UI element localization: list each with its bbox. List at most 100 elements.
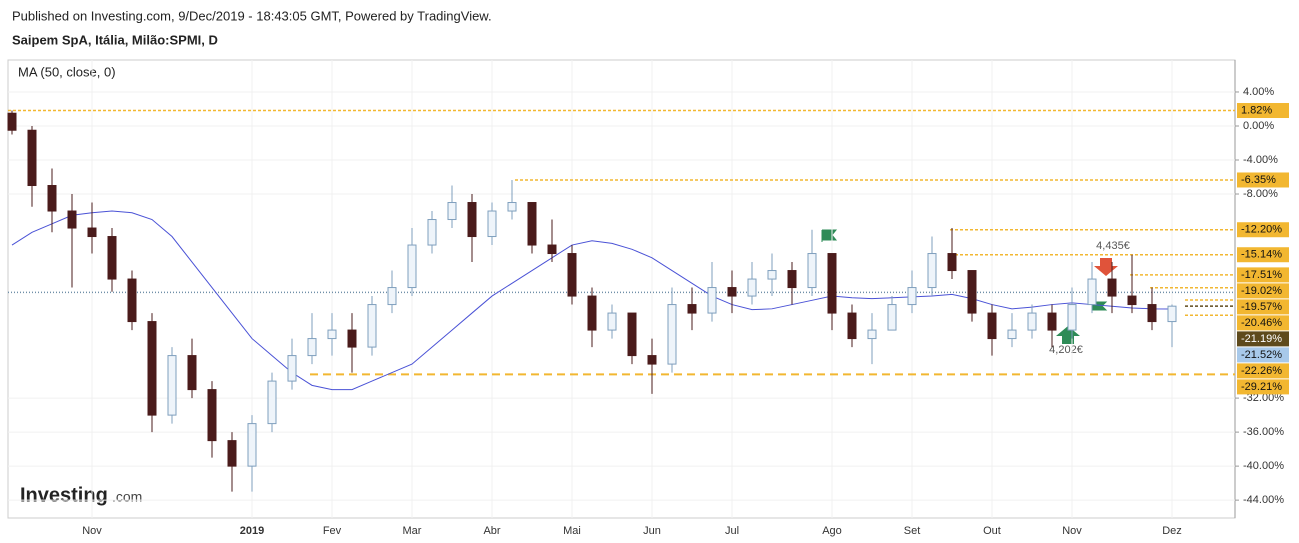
candle-body — [547, 244, 557, 255]
level-label-box — [1237, 331, 1289, 347]
y-tick-label: -32.00% — [1243, 392, 1284, 404]
candle-body — [247, 423, 257, 467]
candle-body — [147, 321, 157, 416]
x-tick-label: Set — [904, 525, 921, 537]
level-label-box — [1237, 283, 1289, 299]
x-tick-label: Out — [983, 525, 1001, 537]
candle-body — [527, 202, 537, 246]
x-tick-label: Abr — [483, 525, 500, 537]
x-tick-label: Mai — [563, 525, 581, 537]
chart-title: Saipem SpA, Itália, Milão:SPMI, D — [12, 32, 218, 47]
candle-body — [27, 129, 37, 187]
level-label-box — [1237, 347, 1289, 363]
level-label: -6.35% — [1241, 174, 1276, 186]
y-tick-label: 0.00% — [1243, 120, 1274, 132]
x-tick-label: Jul — [725, 525, 739, 537]
candle-body — [127, 278, 137, 323]
candle-body — [1107, 278, 1117, 297]
x-tick-label: Jun — [643, 525, 661, 537]
level-label: -19.02% — [1241, 285, 1282, 297]
level-label-box — [1237, 172, 1289, 188]
candle-body — [107, 236, 117, 280]
plot-frame — [7, 59, 1236, 519]
x-tick-label: Dez — [1162, 525, 1182, 537]
brand-suffix: .com — [112, 489, 142, 505]
level-label-box — [1237, 315, 1289, 331]
candle-body — [827, 253, 837, 314]
level-label: -21.52% — [1241, 349, 1282, 361]
level-label-box — [1237, 363, 1289, 379]
candle-body — [567, 253, 577, 297]
x-tick-label: 2019 — [240, 525, 264, 537]
level-label-box — [1237, 267, 1289, 283]
logo: Investing .com — [20, 484, 142, 506]
grid — [8, 60, 1235, 518]
candle-body — [167, 355, 177, 416]
candle-body — [1147, 304, 1157, 323]
candle-body — [327, 329, 337, 340]
level-label: -12.20% — [1241, 224, 1282, 236]
x-tick-label: Nov — [1062, 525, 1082, 537]
candle-body — [807, 253, 817, 289]
candle-body — [1167, 305, 1177, 323]
level-label-box — [1237, 379, 1289, 395]
candle-body — [707, 287, 717, 314]
candle-body — [1007, 329, 1017, 340]
candle-body — [67, 210, 77, 229]
x-tick-label: Fev — [323, 525, 342, 537]
candle-body — [7, 112, 17, 131]
candle-body — [1027, 312, 1037, 331]
y-tick-label: -8.00% — [1243, 188, 1278, 200]
candle-body — [947, 253, 957, 272]
level-label: -17.51% — [1241, 269, 1282, 281]
brand: Investing — [20, 484, 108, 506]
candle-body — [407, 244, 417, 289]
candle-body — [307, 338, 317, 357]
candle-body — [687, 304, 697, 314]
candle-body — [367, 304, 377, 348]
candle-body — [1087, 278, 1097, 306]
candle-body — [647, 355, 657, 365]
candle-body — [387, 287, 397, 306]
candle-body — [667, 304, 677, 365]
candle-body — [507, 202, 517, 212]
candle-body — [987, 312, 997, 340]
candle-body — [47, 185, 57, 212]
candle-body — [187, 355, 197, 391]
level-label: -15.14% — [1241, 249, 1282, 261]
candle-body — [607, 312, 617, 331]
level-label-box — [1237, 299, 1289, 315]
candle-body — [1067, 304, 1077, 331]
candle-body — [787, 270, 797, 289]
candle-body — [427, 219, 437, 246]
sell-arrow — [1094, 258, 1118, 276]
candle-body — [967, 270, 977, 314]
level-label: 1.82% — [1241, 104, 1272, 116]
y-tick-label: -4.00% — [1243, 154, 1278, 166]
moving-average — [11, 210, 1173, 391]
candle-body — [347, 329, 357, 348]
candle-body — [227, 440, 237, 467]
candle-body — [927, 253, 937, 289]
candle-body — [1047, 312, 1057, 331]
candle-body — [907, 287, 917, 306]
y-tick-label: 4.00% — [1243, 86, 1274, 98]
annotation: 4,435€ — [1096, 240, 1130, 252]
x-tick-label: Ago — [822, 525, 842, 537]
y-tick-label: -44.00% — [1243, 494, 1284, 506]
level-label: -20.46% — [1241, 317, 1282, 329]
candle-body — [1127, 295, 1137, 306]
level-label: -21.19% — [1241, 333, 1282, 345]
level-label-box — [1237, 222, 1289, 238]
candle-body — [847, 312, 857, 340]
candle-body — [887, 304, 897, 331]
candle-body — [447, 202, 457, 221]
level-label: -22.26% — [1241, 365, 1282, 377]
buy-arrow — [1056, 326, 1080, 344]
candle-body — [727, 287, 737, 297]
candle-body — [207, 389, 217, 442]
x-tick-label: Nov — [82, 525, 102, 537]
candle-body — [267, 380, 277, 425]
level-label: -19.57% — [1241, 301, 1282, 313]
